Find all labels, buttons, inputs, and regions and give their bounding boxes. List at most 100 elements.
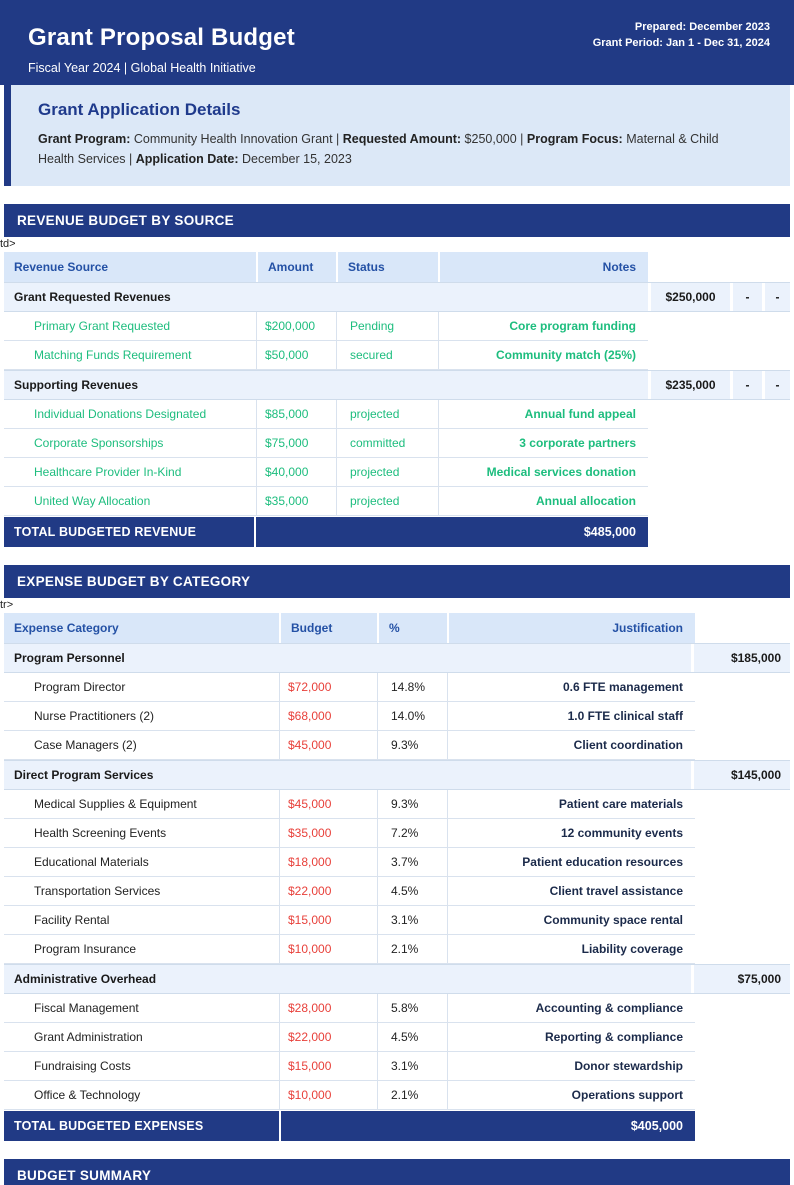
revenue-total-amount: $485,000 [583,525,636,539]
expense-category-cell: Grant Administration [34,1030,143,1044]
expense-column-header: Justification [447,613,695,643]
header-title-block: Grant Proposal Budget Fiscal Year 2024 |… [28,18,295,75]
expense-budget-cell: $22,000 [279,877,377,905]
expense-category-cell: Program Director [34,680,126,694]
expense-justification-cell: Patient education resources [447,848,695,876]
details-text: Grant Program: Community Health Innovati… [38,132,719,166]
revenue-amount-cell: $50,000 [256,341,336,369]
revenue-source-cell: Healthcare Provider In-Kind [34,465,182,479]
revenue-status-cell: projected [336,400,438,428]
expense-justification-cell: Liability coverage [447,935,695,963]
expense-pct-cell: 4.5% [377,877,447,905]
revenue-column-header: Notes [438,252,648,282]
expense-budget-cell: $10,000 [279,1081,377,1109]
expense-pct-cell: 5.8% [377,994,447,1022]
expense-group-name: Direct Program Services [4,761,692,789]
expense-justification-cell: Accounting & compliance [447,994,695,1022]
expense-category-cell: Medical Supplies & Equipment [34,797,197,811]
revenue-status-cell: committed [336,429,438,457]
expense-justification-cell: Client coordination [447,731,695,759]
expense-justification-cell: 0.6 FTE management [447,673,695,701]
expense-pct-cell: 7.2% [377,819,447,847]
expense-category-cell: Health Screening Events [34,826,167,840]
revenue-amount-cell: $200,000 [256,312,336,340]
expense-pct-cell: 14.0% [377,702,447,730]
expense-pct-cell: 2.1% [377,935,447,963]
expense-total-label: TOTAL BUDGETED EXPENSES [4,1111,281,1141]
grant-period: Grant Period: Jan 1 - Dec 31, 2024 [592,37,770,49]
expense-budget-cell: $72,000 [279,673,377,701]
revenue-notes-cell: Annual fund appeal [438,400,648,428]
revenue-section: REVENUE BUDGET BY SOURCE td> Revenue Sou… [0,204,794,547]
expense-pct-cell: 4.5% [377,1023,447,1051]
revenue-source-cell: United Way Allocation [34,494,151,508]
expense-pct-cell: 9.3% [377,790,447,818]
expense-row: Educational Materials $18,000 3.7% Patient … [4,848,695,877]
expense-pct-cell: 2.1% [377,1081,447,1109]
expense-group-name: Program Personnel [4,644,692,672]
expense-justification-cell: Client travel assistance [447,877,695,905]
revenue-source-cell: Individual Donations Designated [34,407,207,421]
expense-row: Fundraising Costs $15,000 3.1% Donor stewar… [4,1052,695,1081]
revenue-row: Healthcare Provider In-Kind $40,000 projec… [4,458,648,487]
revenue-group-placeholder: - [733,371,762,399]
revenue-total-label: TOTAL BUDGETED REVENUE [4,517,256,547]
expense-justification-cell: 1.0 FTE clinical staff [447,702,695,730]
revenue-table: Revenue Source Amount Status Notes Grant Req… [4,252,790,547]
revenue-group-placeholder: - [765,283,790,311]
revenue-column-header: Status [336,252,438,282]
expense-category-cell: Facility Rental [34,913,110,927]
revenue-status-cell: projected [336,458,438,486]
expense-budget-cell: $45,000 [279,731,377,759]
revenue-group-name: Grant Requested Revenues [4,283,648,311]
expense-pct-cell: 9.3% [377,731,447,759]
revenue-section-header: REVENUE BUDGET BY SOURCE [4,204,790,237]
cell-gap [691,644,695,672]
cell-gap [691,761,695,789]
expense-section: EXPENSE BUDGET BY CATEGORY tr> Expense C… [0,565,794,1141]
grant-application-details-panel: Grant Application Details Grant Program:… [4,85,790,186]
expense-row: Program Insurance $10,000 2.1% Liability co… [4,935,695,964]
expense-table: Expense Category Budget% Justification Prog… [4,613,790,1141]
expense-budget-cell: $10,000 [279,935,377,963]
details-field-label: Grant Program: [38,132,131,146]
revenue-group-placeholder: - [765,371,790,399]
expense-group-row: Direct Program Services $145,000 [4,760,790,790]
revenue-row: Individual Donations Designated $85,000 pr… [4,400,648,429]
expense-row: Nurse Practitioners (2) $68,000 14.0% 1.0 F… [4,702,695,731]
expense-category-cell: Case Managers (2) [34,738,137,752]
expense-row: Office & Technology $10,000 2.1% Operations… [4,1081,695,1110]
details-field-label: Requested Amount: [342,132,462,146]
expense-category-cell: Transportation Services [34,884,161,898]
document-header: Grant Proposal Budget Fiscal Year 2024 |… [0,0,794,85]
revenue-header-row: Revenue Source Amount Status Notes [4,252,648,282]
expense-group-amount: $185,000 [694,644,790,672]
cell-gap [730,371,733,399]
expense-section-header: EXPENSE BUDGET BY CATEGORY [4,565,790,598]
revenue-group-placeholder: - [733,283,762,311]
expense-row: Program Director $72,000 14.8% 0.6 FTE mana… [4,673,695,702]
expense-total-row: TOTAL BUDGETED EXPENSES $405,000 [4,1111,695,1141]
revenue-group-row: Grant Requested Revenues $250,000- - [4,282,790,312]
page-subtitle: Fiscal Year 2024 | Global Health Initiat… [28,61,256,75]
revenue-column-header: Revenue Source [4,252,256,282]
revenue-group-amount: $250,000 [651,283,730,311]
expense-justification-cell: Donor stewardship [447,1052,695,1080]
revenue-row: Primary Grant Requested $200,000 Pending Co… [4,312,648,341]
revenue-row: Matching Funds Requirement $50,000 secured… [4,341,648,370]
revenue-notes-cell: Core program funding [438,312,648,340]
revenue-source-cell: Primary Grant Requested [34,319,171,333]
revenue-source-cell: Matching Funds Requirement [34,348,192,362]
expense-pct-cell: 3.7% [377,848,447,876]
revenue-source-cell: Corporate Sponsorships [34,436,164,450]
revenue-status-cell: secured [336,341,438,369]
expense-row: Case Managers (2) $45,000 9.3% Client coord… [4,731,695,760]
stray-markup-text-td: td> [0,238,16,250]
header-meta-block: Prepared: December 2023 Grant Period: Ja… [593,19,770,51]
expense-row: Fiscal Management $28,000 5.8% Accounting &… [4,994,695,1023]
expense-category-cell: Fiscal Management [34,1001,139,1015]
expense-group-amount: $75,000 [694,965,790,993]
expense-budget-cell: $18,000 [279,848,377,876]
expense-total-amount: $405,000 [630,1119,683,1133]
expense-justification-cell: Community space rental [447,906,695,934]
